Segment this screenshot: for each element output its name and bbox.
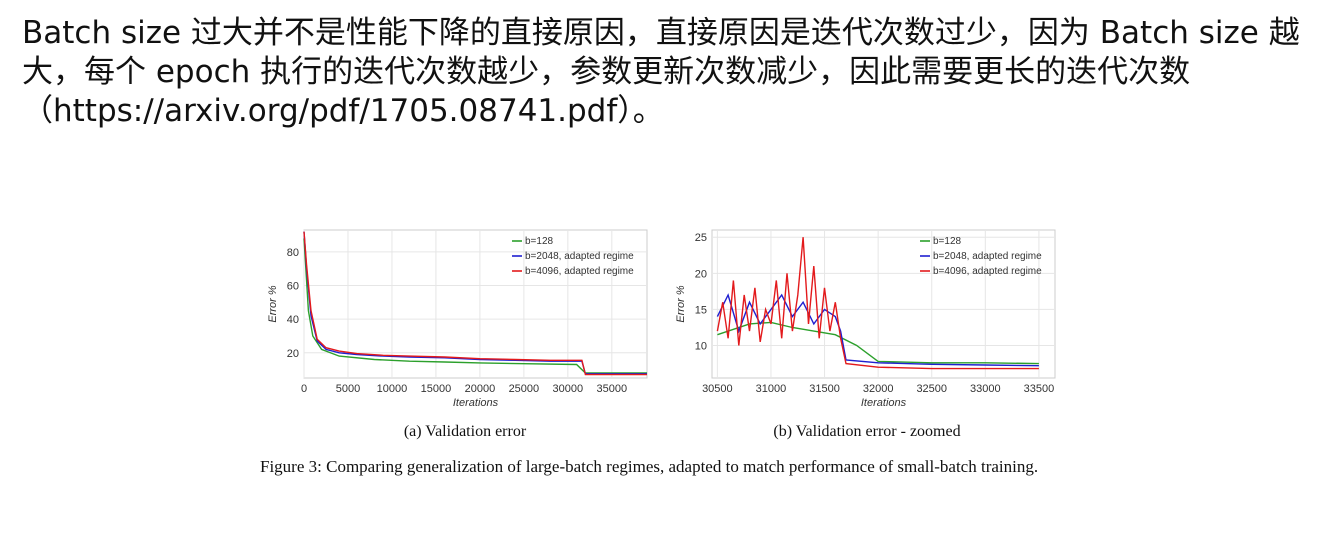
series-line-0	[303, 238, 647, 374]
legend-entry: b=128	[933, 236, 962, 247]
y-tick-label: 80	[287, 247, 299, 259]
x-tick-label: 5000	[336, 383, 360, 395]
y-tick-label: 40	[287, 314, 299, 326]
y-tick-label: 60	[287, 281, 299, 293]
x-tick-label: 25000	[509, 383, 540, 395]
chart-validation-error: 0 5000 10000 15000 20000 25000 30000 35000 20 40 6…	[267, 229, 648, 409]
intro-paragraph: Batch size 过大并不是性能下降的直接原因，直接原因是迭代次数过少，因为…	[22, 14, 1312, 131]
x-tick-label: 32500	[916, 383, 947, 395]
x-tick-label: 30000	[553, 383, 584, 395]
x-axis-label: Iterations	[861, 397, 907, 409]
figure-caption: Figure 3: Comparing generalization of la…	[260, 456, 1090, 477]
x-tick-label: 31500	[809, 383, 840, 395]
intro-text: Batch size 过大并不是性能下降的直接原因，直接原因是迭代次数过少，因为…	[22, 15, 1300, 129]
y-tick-label: 20	[287, 348, 299, 360]
x-tick-label: 35000	[597, 383, 628, 395]
x-tick-label: 10000	[377, 383, 408, 395]
x-tick-label: 30500	[702, 383, 733, 395]
series-line-2	[303, 231, 647, 376]
x-tick-label: 15000	[421, 383, 452, 395]
x-tick-label: 33000	[970, 383, 1001, 395]
x-tick-label: 0	[301, 383, 307, 395]
caption-a: (a) Validation error	[403, 423, 527, 440]
y-axis-label: Error %	[267, 285, 279, 323]
chart-validation-error-zoomed: 30500 31000 31500 32000 32500 33000 33500 10 15 2…	[675, 229, 1056, 409]
x-tick-label: 20000	[465, 383, 496, 395]
x-tick-label: 32000	[863, 383, 894, 395]
legend-entry: b=4096, adapted regime	[933, 266, 1042, 277]
caption-b: (b) Validation error - zoomed	[773, 423, 961, 440]
y-tick-label: 20	[695, 268, 707, 280]
y-tick-label: 25	[695, 232, 707, 244]
x-axis-label: Iterations	[453, 397, 499, 409]
legend-entry: b=4096, adapted regime	[525, 266, 634, 277]
x-tick-label: 33500	[1024, 383, 1055, 395]
y-tick-label: 10	[695, 341, 707, 353]
legend-entry: b=128	[525, 236, 554, 247]
figure-caption-text: Figure 3: Comparing generalization of la…	[260, 457, 1039, 476]
y-tick-label: 15	[695, 304, 707, 316]
y-axis-label: Error %	[675, 285, 687, 323]
legend-entry: b=2048, adapted regime	[933, 251, 1042, 262]
legend-entry: b=2048, adapted regime	[525, 251, 634, 262]
plot-area	[711, 229, 1056, 379]
x-tick-label: 31000	[756, 383, 787, 395]
series-line-2	[716, 237, 1039, 370]
